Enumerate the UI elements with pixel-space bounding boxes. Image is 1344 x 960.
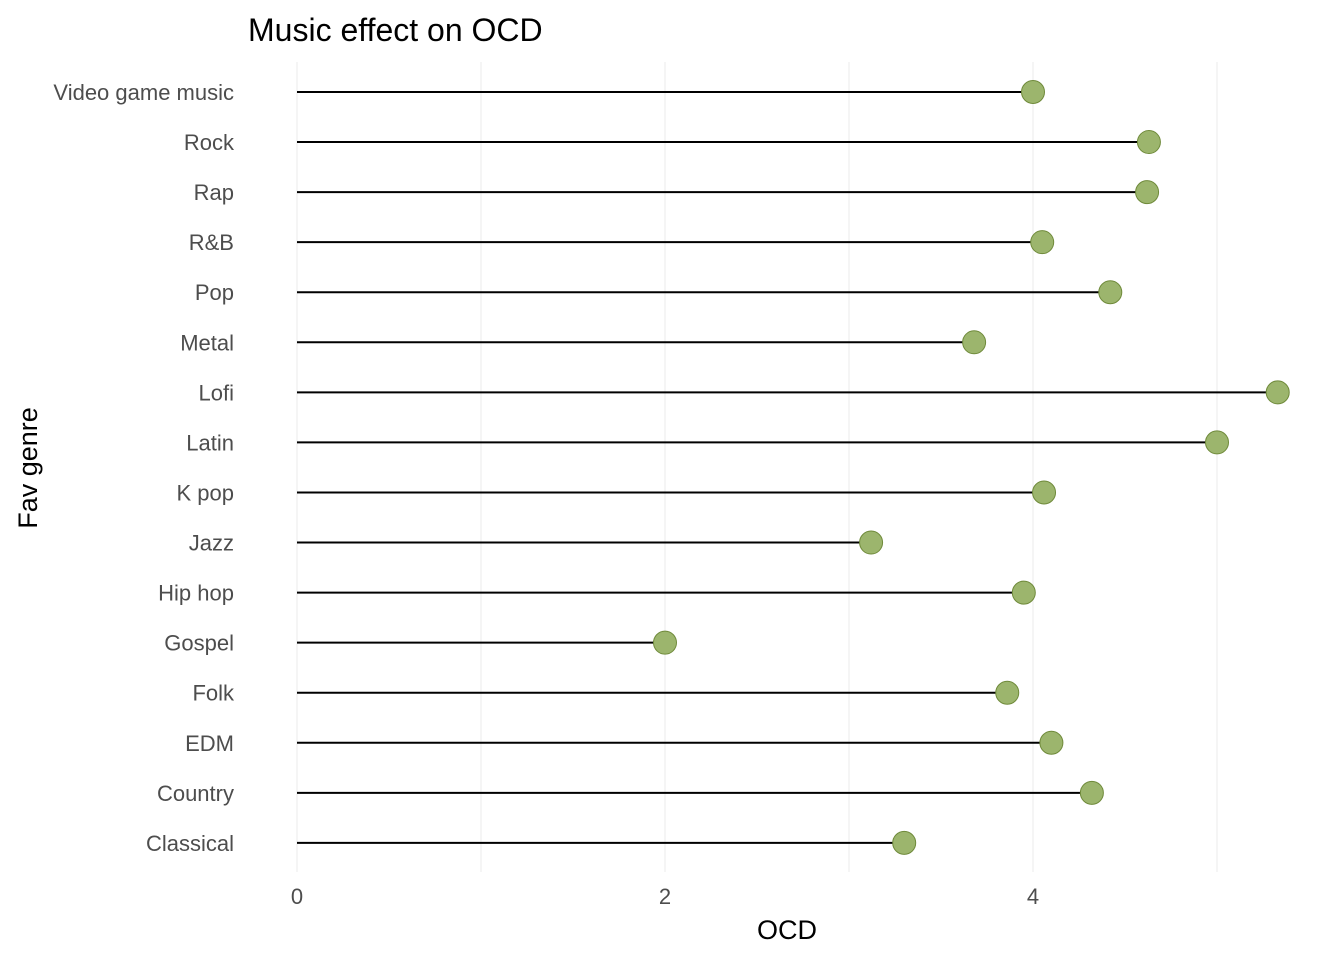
category-label: Pop — [195, 280, 234, 305]
category-label: Rap — [194, 180, 234, 205]
lollipop-point — [1265, 380, 1290, 405]
lollipop-point — [1135, 180, 1160, 205]
lollipop-point — [892, 830, 917, 855]
lollipop-point — [995, 680, 1020, 705]
lollipop-point — [653, 630, 677, 655]
grid-layer — [296, 62, 1218, 872]
x-tick-labels: 0 2 4 — [291, 884, 1039, 909]
lollipop-point — [1021, 80, 1045, 104]
lollipop-point — [1205, 430, 1229, 455]
category-label: Rock — [184, 130, 235, 155]
category-label: Hip hop — [158, 581, 234, 606]
x-tick-label: 2 — [659, 884, 671, 909]
lollipop-point — [962, 330, 987, 355]
dot-layer — [653, 80, 1290, 855]
category-label: Gospel — [164, 631, 234, 656]
lollipop-point — [1039, 730, 1064, 755]
chart-title: Music effect on OCD — [248, 12, 543, 48]
category-label: Classical — [146, 831, 234, 856]
lollipop-point — [1136, 130, 1161, 155]
category-label: R&B — [189, 230, 234, 255]
y-axis-title: Fav genre — [13, 407, 43, 529]
x-tick-label: 0 — [291, 884, 303, 909]
stem-layer — [297, 91, 1278, 844]
category-label: EDM — [185, 731, 234, 756]
category-label: Metal — [180, 330, 234, 355]
lollipop-point — [859, 530, 884, 555]
category-label: Jazz — [189, 531, 234, 556]
category-label: Lofi — [199, 380, 234, 405]
lollipop-point — [1032, 480, 1057, 505]
lollipop-point — [1011, 580, 1036, 605]
lollipop-point — [1098, 280, 1123, 305]
lollipop-point — [1079, 780, 1104, 805]
x-tick-label: 4 — [1027, 884, 1039, 909]
category-label: Latin — [186, 430, 234, 455]
category-label: K pop — [177, 480, 235, 505]
category-label: Folk — [192, 681, 235, 706]
lollipop-point — [1030, 230, 1055, 255]
category-label: Country — [157, 781, 234, 806]
category-label: Video game music — [53, 80, 234, 105]
category-labels: Video game music Rock Rap R&B Pop Metal Lofi La… — [53, 80, 235, 856]
x-axis-title: OCD — [757, 915, 817, 945]
